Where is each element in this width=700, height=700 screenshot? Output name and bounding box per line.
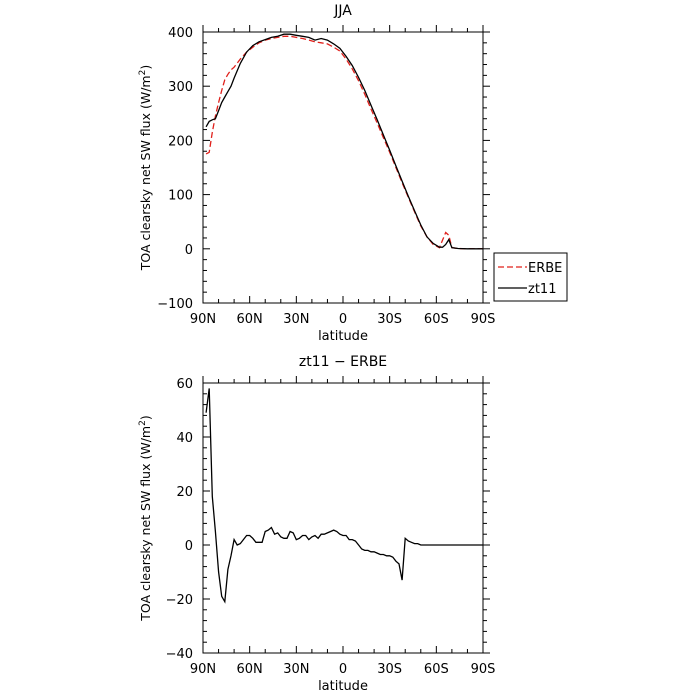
panel-bottom: 90N 60N 30N 0 30S 60S 90S −40 −20 0 20 40 60 zt11 − E… — [138, 354, 495, 694]
x-tick-label: 30S — [377, 662, 402, 677]
x-tick-label: 90S — [471, 312, 496, 327]
y-tick-label: 300 — [168, 80, 193, 95]
y-tick-label: 100 — [168, 189, 193, 204]
x-tick-label: 90N — [190, 662, 216, 677]
y-axis-label: TOA clearsky net SW flux (W/m2) — [138, 415, 153, 621]
y-tick-label: 400 — [168, 26, 193, 41]
y-tick-label: −20 — [166, 593, 193, 608]
x-tick-label: 90N — [190, 312, 216, 327]
legend-label: ERBE — [528, 261, 562, 276]
x-tick-label: 60N — [237, 662, 263, 677]
series-line-zt11 — [205, 33, 483, 250]
y-tick-label: −40 — [166, 647, 193, 662]
y-tick-label: 40 — [176, 431, 193, 446]
panel-top: 90N 60N 30N 0 30S 60S 90S −100 0 100 200 300 400 JJA l… — [138, 3, 495, 344]
x-tick-label: 60N — [237, 312, 263, 327]
chart-title: JJA — [333, 3, 352, 19]
y-tick-label: 200 — [168, 134, 193, 149]
plot-frame — [202, 382, 484, 654]
y-tick-label: 20 — [176, 485, 193, 500]
y-tick-label: 0 — [185, 243, 193, 258]
x-tick-label: 60S — [424, 312, 449, 327]
x-tick-label: 90S — [471, 662, 496, 677]
series-line-erbe — [205, 35, 483, 250]
x-axis-label: latitude — [318, 329, 368, 344]
x-tick-label: 0 — [339, 662, 347, 677]
legend: ERBE zt11 — [493, 252, 568, 302]
x-tick-label: 0 — [339, 312, 347, 327]
y-axis-label-close: ) — [138, 415, 153, 420]
y-axis-label-main: TOA clearsky net SW flux (W/m — [138, 426, 153, 622]
y-axis-label-sup: 2 — [138, 420, 148, 426]
y-tick-label: 60 — [176, 377, 193, 392]
x-tick-label: 30S — [377, 312, 402, 327]
plot-frame — [202, 31, 484, 304]
y-tick-label: −100 — [157, 297, 193, 312]
y-axis-label: TOA clearsky net SW flux (W/m2) — [138, 65, 153, 271]
x-tick-label: 30N — [283, 312, 309, 327]
legend-label: zt11 — [528, 282, 556, 297]
legend-box — [493, 252, 568, 302]
y-axis-label-close: ) — [138, 65, 153, 70]
y-axis-label-main: TOA clearsky net SW flux (W/m — [138, 75, 153, 271]
y-tick-label: 0 — [185, 539, 193, 554]
x-tick-label: 60S — [424, 662, 449, 677]
y-axis-label-sup: 2 — [138, 70, 148, 76]
chart-title: zt11 − ERBE — [299, 354, 387, 370]
x-tick-label: 30N — [283, 662, 309, 677]
x-axis-label: latitude — [318, 679, 368, 694]
series-line-0 — [205, 388, 483, 604]
